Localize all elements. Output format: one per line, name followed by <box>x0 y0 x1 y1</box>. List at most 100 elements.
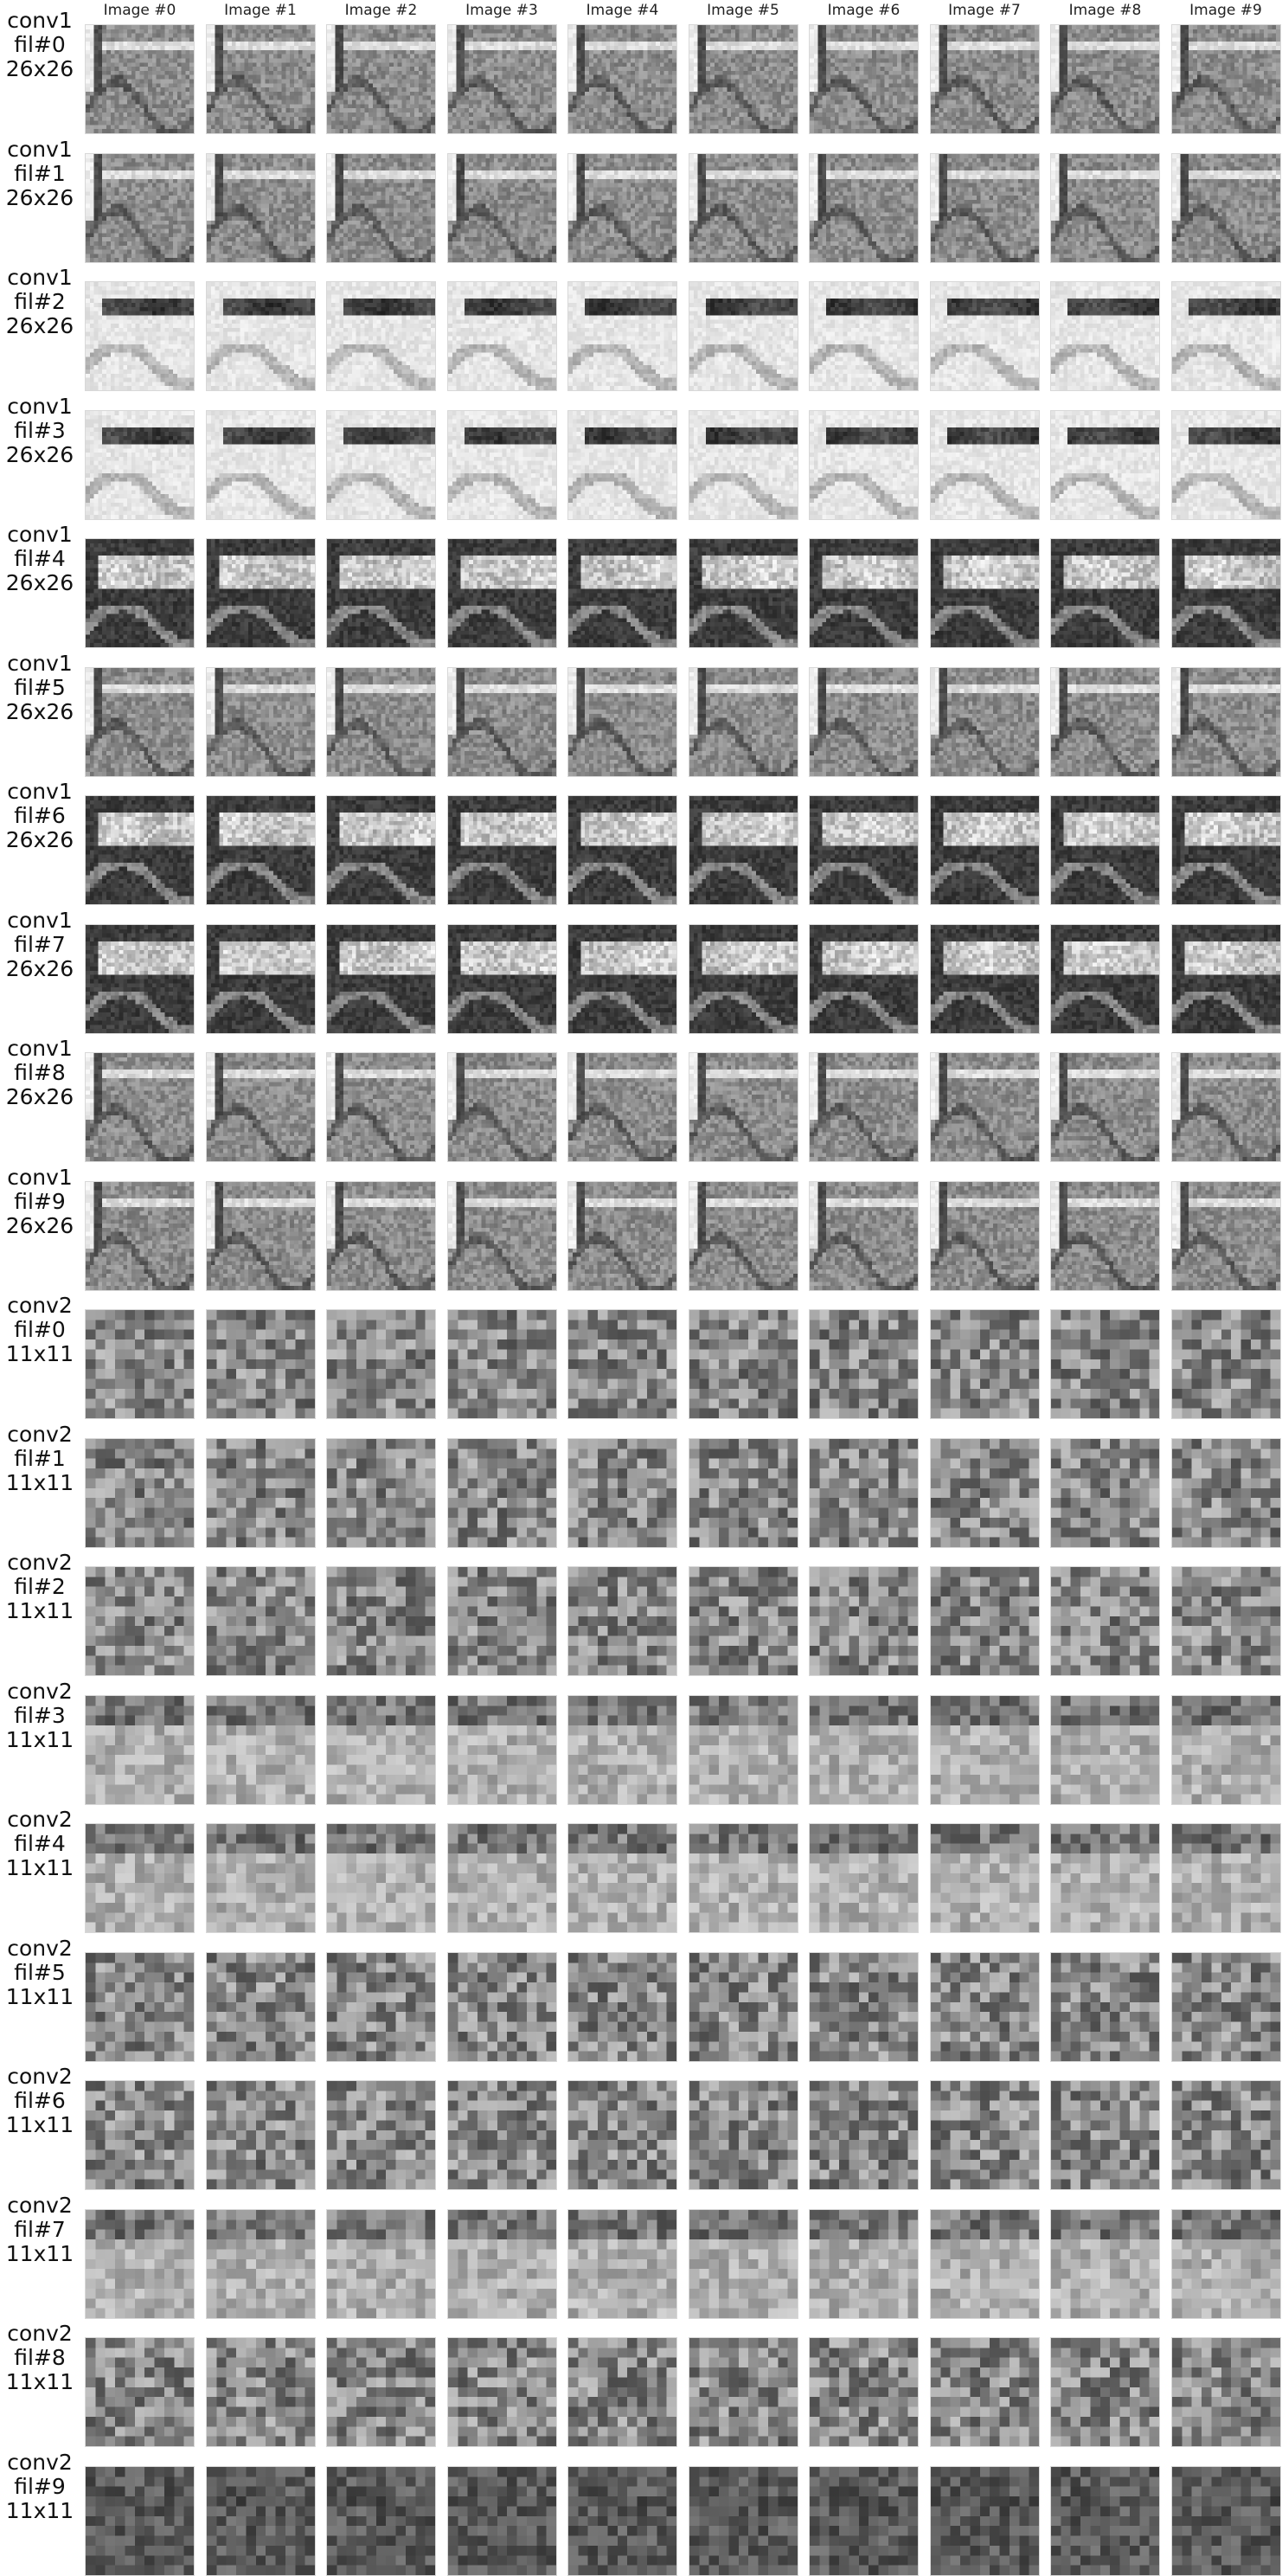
row-label-size: 26x26 <box>0 700 80 724</box>
feature-map-cell <box>326 538 436 648</box>
feature-map-image <box>1172 1310 1280 1418</box>
feature-map-image <box>448 2210 556 2318</box>
feature-map-cell <box>1171 410 1281 520</box>
row-label-layer: conv1 <box>0 138 80 162</box>
feature-map-cell <box>447 2466 557 2576</box>
feature-map-image <box>568 796 676 904</box>
feature-map-image <box>1172 1567 1280 1675</box>
feature-map-cell <box>1050 410 1160 520</box>
feature-map-image <box>931 1824 1039 1932</box>
row-label-layer: conv2 <box>0 1808 80 1832</box>
row-label-filter: fil#8 <box>0 2346 80 2370</box>
feature-map-image <box>810 2467 918 2575</box>
feature-map-image <box>810 2081 918 2189</box>
feature-map-image <box>1051 1310 1159 1418</box>
feature-map-cell <box>1171 24 1281 134</box>
feature-map-cell <box>689 1823 798 1933</box>
feature-map-cell <box>567 2080 677 2190</box>
row-label-filter: fil#6 <box>0 2089 80 2113</box>
row-label-size: 26x26 <box>0 314 80 338</box>
feature-map-image <box>448 668 556 776</box>
row-label-layer: conv1 <box>0 523 80 547</box>
feature-map-cell <box>206 2337 316 2447</box>
feature-map-cell <box>809 1309 919 1419</box>
feature-map-image <box>1172 1696 1280 1804</box>
row-label: conv2 fil#1 11x11 <box>0 1423 80 1495</box>
feature-map-cell <box>1050 795 1160 905</box>
feature-map-cell <box>567 2209 677 2319</box>
feature-map-cell <box>809 1181 919 1291</box>
feature-map-cell <box>930 667 1040 777</box>
feature-map-image <box>1051 2467 1159 2575</box>
feature-map-cell <box>447 1952 557 2062</box>
feature-map-cell <box>206 1566 316 1676</box>
row-label-size: 11x11 <box>0 1471 80 1495</box>
feature-map-image <box>1172 154 1280 262</box>
row-label: conv2 fil#7 11x11 <box>0 2194 80 2266</box>
row-label-layer: conv2 <box>0 2194 80 2218</box>
row-label-filter: fil#1 <box>0 1447 80 1471</box>
feature-map-cell <box>326 2209 436 2319</box>
feature-map-cell <box>447 1823 557 1933</box>
feature-map-image <box>689 796 798 904</box>
feature-map-image <box>810 1824 918 1932</box>
feature-map-cell <box>326 1438 436 1548</box>
feature-map-cell <box>809 1438 919 1548</box>
feature-map-image <box>931 796 1039 904</box>
feature-map-image <box>1051 1696 1159 1804</box>
feature-map-cell <box>930 1438 1040 1548</box>
feature-map-cell <box>930 538 1040 648</box>
feature-map-image <box>1172 2467 1280 2575</box>
feature-map-cell <box>567 1181 677 1291</box>
row-label: conv1 fil#9 26x26 <box>0 1166 80 1238</box>
feature-map-cell <box>689 2337 798 2447</box>
feature-map-cell <box>85 1566 195 1676</box>
row-label-layer: conv1 <box>0 909 80 933</box>
feature-map-image <box>86 1696 194 1804</box>
feature-map-image <box>1172 1824 1280 1932</box>
feature-map-cell <box>1171 1438 1281 1548</box>
feature-map-image <box>810 1310 918 1418</box>
feature-map-cell <box>930 2209 1040 2319</box>
feature-map-cell <box>1050 24 1160 134</box>
feature-map-image <box>810 668 918 776</box>
feature-map-image <box>689 1824 798 1932</box>
feature-map-image <box>568 1953 676 2061</box>
feature-map-cell <box>930 281 1040 391</box>
feature-map-image <box>207 1953 315 2061</box>
feature-map-cell <box>1171 1695 1281 1805</box>
feature-map-image <box>327 282 435 390</box>
row-label: conv1 fil#4 26x26 <box>0 523 80 595</box>
feature-map-image <box>86 668 194 776</box>
feature-map-cell <box>1171 1952 1281 2062</box>
feature-map-image <box>931 25 1039 133</box>
row-label-layer: conv1 <box>0 1166 80 1190</box>
feature-map-cell <box>567 2466 677 2576</box>
feature-map-cell <box>1050 1823 1160 1933</box>
row-label-size: 11x11 <box>0 2499 80 2523</box>
feature-map-image <box>689 1310 798 1418</box>
feature-map-image <box>810 2210 918 2318</box>
feature-map-cell <box>1171 281 1281 391</box>
feature-map-image <box>1172 2338 1280 2446</box>
feature-map-image <box>568 154 676 262</box>
feature-map-cell <box>689 281 798 391</box>
row-label: conv1 fil#7 26x26 <box>0 909 80 981</box>
feature-map-cell <box>567 795 677 905</box>
feature-map-image <box>327 796 435 904</box>
row-label: conv1 fil#0 26x26 <box>0 9 80 81</box>
feature-map-image <box>689 2210 798 2318</box>
column-label: Image #5 <box>689 2 798 19</box>
feature-map-cell <box>206 2209 316 2319</box>
feature-map-image <box>568 1053 676 1161</box>
feature-map-image <box>207 1182 315 1290</box>
feature-map-image <box>327 1953 435 2061</box>
feature-map-cell <box>1171 1181 1281 1291</box>
feature-map-cell <box>1171 2466 1281 2576</box>
feature-map-image <box>1051 2338 1159 2446</box>
column-label: Image #0 <box>85 2 195 19</box>
feature-map-image <box>448 1310 556 1418</box>
feature-map-image <box>1172 1953 1280 2061</box>
feature-map-image <box>810 796 918 904</box>
